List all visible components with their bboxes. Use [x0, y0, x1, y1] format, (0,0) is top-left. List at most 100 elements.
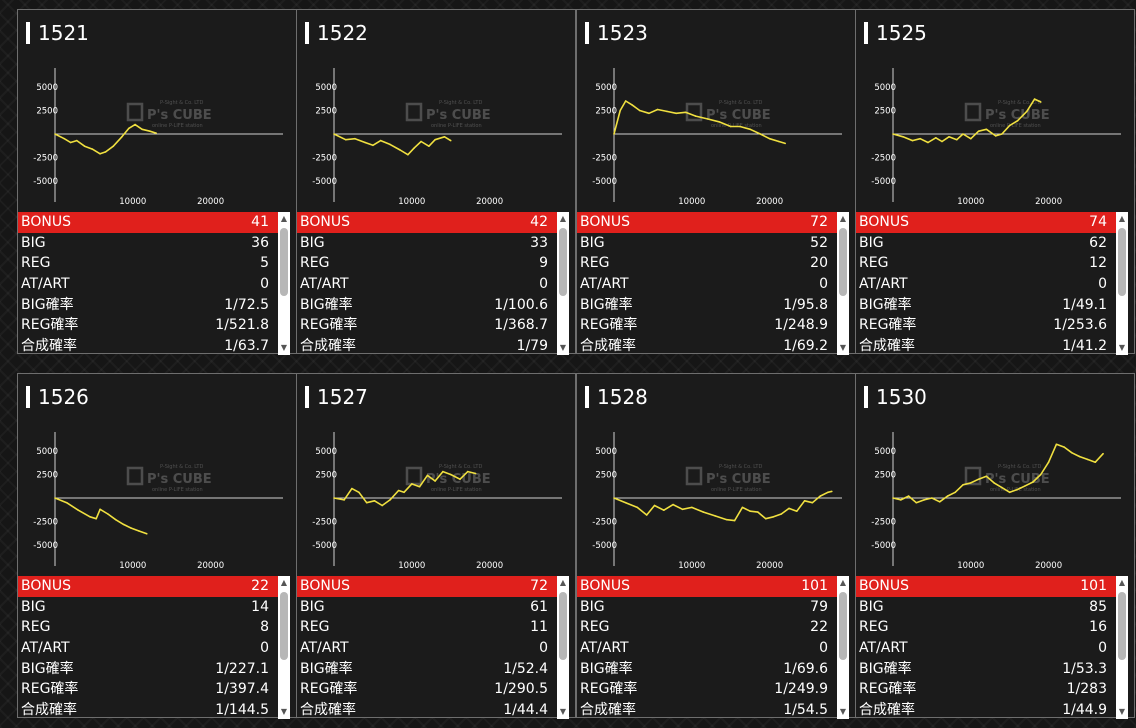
stat-row-atart: AT/ART 0	[297, 274, 557, 295]
scroll-down-arrow-icon[interactable]: ▼	[280, 707, 288, 716]
machine-number[interactable]: 1530	[876, 385, 927, 409]
data-point	[663, 509, 665, 511]
scroll-thumb[interactable]	[280, 228, 288, 296]
stat-value: 0	[260, 276, 269, 293]
machine-number[interactable]: 1526	[38, 385, 89, 409]
machine-card[interactable]: 1530 BONUS 101 BIG 85 REG 16 AT/ART 0	[855, 373, 1136, 719]
stat-value: 79	[810, 598, 828, 615]
card-header[interactable]: 1525	[856, 10, 1136, 60]
data-point	[636, 506, 639, 509]
card-header[interactable]: 1526	[18, 374, 298, 424]
slump-line	[613, 490, 832, 522]
y-tick-label: 5000	[874, 83, 896, 93]
machine-number[interactable]: 1522	[317, 21, 368, 45]
machine-card[interactable]: 1523 BONUS 72 BIG 52 REG 20 AT/ART 0	[576, 9, 857, 355]
machine-card[interactable]: 1528 BONUS 101 BIG 79 REG 22 AT/ART 0	[576, 373, 857, 719]
stat-row-reg: REG 22	[577, 617, 837, 638]
stats-scrollbar[interactable]: ▲ ▼	[837, 212, 849, 355]
card-header[interactable]: 1522	[297, 10, 577, 60]
watermark-line-2: online P-LIFE station	[152, 123, 203, 129]
stat-label: REG確率	[300, 317, 358, 334]
stat-row-reg-rate: REG確率 1/248.9	[577, 315, 837, 336]
machine-number[interactable]: 1527	[317, 385, 368, 409]
y-tick-label: -2500	[33, 154, 58, 164]
stats-scrollbar[interactable]: ▲ ▼	[557, 212, 569, 355]
stat-row-big: BIG 36	[18, 233, 278, 254]
stats-scrollbar[interactable]: ▲ ▼	[1116, 212, 1128, 355]
stats-scrollbar[interactable]: ▲ ▼	[557, 576, 569, 719]
card-header[interactable]: 1523	[577, 10, 857, 60]
stat-row-bonus: BONUS 72	[297, 576, 557, 597]
watermark-brand: P's CUBE	[985, 108, 1050, 123]
scroll-thumb[interactable]	[280, 592, 288, 660]
scroll-up-arrow-icon[interactable]: ▲	[1118, 578, 1126, 587]
machine-card[interactable]: 1527 BONUS 72 BIG 61 REG 11 AT/ART 0	[296, 373, 577, 719]
stat-row-bonus: BONUS 42	[297, 212, 557, 233]
scroll-up-arrow-icon[interactable]: ▲	[559, 578, 567, 587]
title-accent-bar	[864, 22, 868, 44]
stat-label: BIG	[21, 598, 46, 615]
scroll-thumb[interactable]	[839, 228, 847, 296]
scroll-up-arrow-icon[interactable]: ▲	[839, 578, 847, 587]
stat-value: 1/248.9	[774, 317, 828, 334]
watermark-line-1: P-Sight & Co. LTD	[439, 464, 482, 470]
data-point	[365, 501, 368, 504]
data-point	[780, 513, 783, 515]
card-header[interactable]: 1528	[577, 374, 857, 424]
machine-card[interactable]: 1525 BONUS 74 BIG 62 REG 12 AT/ART 0	[855, 9, 1136, 355]
scroll-down-arrow-icon[interactable]: ▼	[559, 707, 567, 716]
data-point	[95, 517, 97, 520]
y-tick-label: 5000	[315, 447, 337, 457]
scroll-up-arrow-icon[interactable]: ▲	[280, 578, 288, 587]
data-point	[344, 138, 347, 141]
machine-card[interactable]: 1521 BONUS 41 BIG 36 REG 5 AT/ART 0	[17, 9, 298, 355]
data-point	[1047, 461, 1050, 463]
card-header[interactable]: 1530	[856, 374, 1136, 424]
scroll-up-arrow-icon[interactable]: ▲	[839, 214, 847, 223]
machine-card[interactable]: 1526 BONUS 22 BIG 14 REG 8 AT/ART 0	[17, 373, 298, 719]
stats-scrollbar[interactable]: ▲ ▼	[1116, 576, 1128, 719]
title-accent-bar	[585, 22, 589, 44]
scroll-down-arrow-icon[interactable]: ▼	[1118, 707, 1126, 716]
stats-scrollbar[interactable]: ▲ ▼	[278, 212, 290, 355]
scroll-down-arrow-icon[interactable]: ▼	[559, 343, 567, 352]
scroll-down-arrow-icon[interactable]: ▼	[280, 343, 288, 352]
data-point	[407, 153, 409, 156]
scroll-down-arrow-icon[interactable]: ▼	[839, 707, 847, 716]
stat-value: 1/72.5	[224, 296, 269, 313]
data-point	[1016, 488, 1019, 491]
scroll-thumb[interactable]	[559, 592, 567, 660]
machine-number[interactable]: 1523	[597, 21, 648, 45]
scroll-up-arrow-icon[interactable]: ▲	[559, 214, 567, 223]
stats-scrollbar[interactable]: ▲ ▼	[278, 576, 290, 719]
machine-number[interactable]: 1521	[38, 21, 89, 45]
data-point	[927, 141, 929, 144]
y-tick-label: -2500	[312, 154, 337, 164]
scroll-thumb[interactable]	[839, 592, 847, 660]
machine-number[interactable]: 1525	[876, 21, 927, 45]
watermark-line-2: online P-LIFE station	[431, 487, 482, 493]
card-header[interactable]: 1521	[18, 10, 298, 60]
scroll-down-arrow-icon[interactable]: ▼	[1118, 343, 1126, 352]
stat-row-big-rate: BIG確率 1/72.5	[18, 295, 278, 316]
y-tick-label: 2500	[874, 470, 896, 480]
stat-label: REG	[21, 619, 51, 636]
data-point	[114, 518, 117, 521]
y-tick-label: -5000	[871, 541, 896, 551]
scroll-up-arrow-icon[interactable]: ▲	[1118, 214, 1126, 223]
data-point	[892, 497, 894, 499]
data-point	[389, 143, 391, 146]
data-point	[931, 497, 933, 499]
scroll-thumb[interactable]	[1118, 592, 1126, 660]
stat-row-reg: REG 11	[297, 617, 557, 638]
scroll-thumb[interactable]	[1118, 228, 1126, 296]
machine-number[interactable]: 1528	[597, 385, 648, 409]
scroll-up-arrow-icon[interactable]: ▲	[280, 214, 288, 223]
stats-scrollbar[interactable]: ▲ ▼	[837, 576, 849, 719]
data-point	[741, 506, 744, 509]
card-header[interactable]: 1527	[297, 374, 577, 424]
stat-value: 1/521.8	[215, 317, 269, 334]
scroll-thumb[interactable]	[559, 228, 567, 296]
scroll-down-arrow-icon[interactable]: ▼	[839, 343, 847, 352]
machine-card[interactable]: 1522 BONUS 42 BIG 33 REG 9 AT/ART 0	[296, 9, 577, 355]
